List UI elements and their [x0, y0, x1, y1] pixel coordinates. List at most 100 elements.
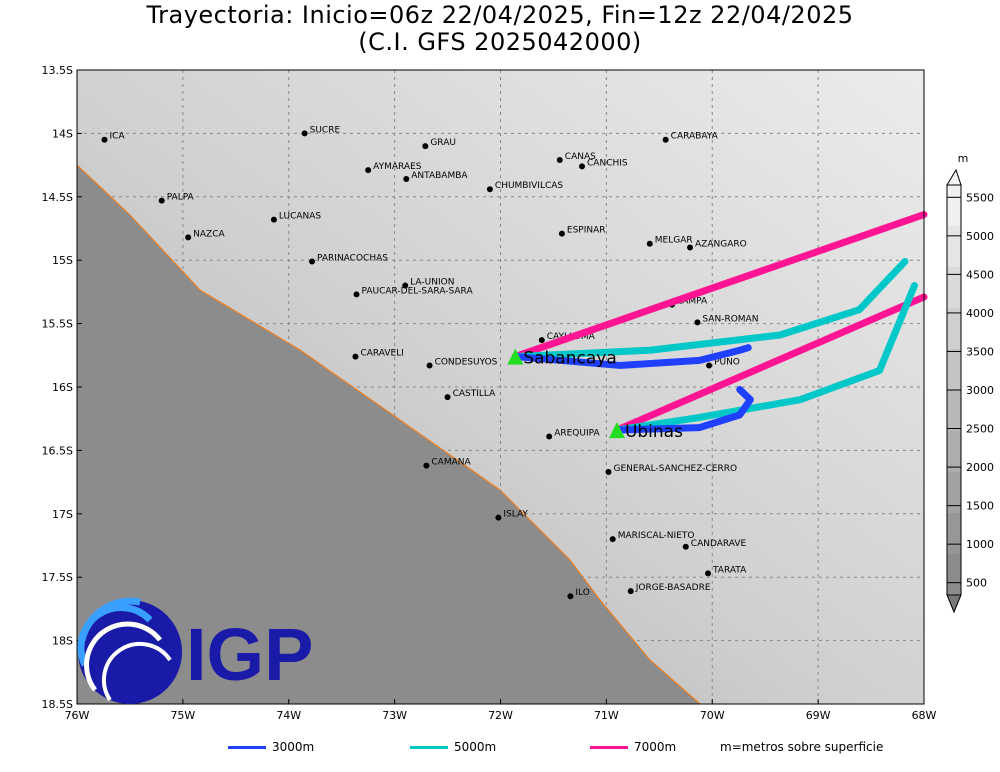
- city-label: MARISCAL-NIETO: [618, 531, 695, 541]
- city-dot-icon: [486, 186, 493, 193]
- city-dot-icon: [662, 136, 669, 143]
- x-tick-label: 73W: [382, 709, 407, 722]
- y-tick-label: 18S: [52, 635, 73, 648]
- y-tick-label: 15.5S: [42, 318, 73, 331]
- colorbar-label: 3500: [966, 345, 994, 358]
- y-tick-label: 14S: [52, 127, 73, 140]
- city-dot-icon: [185, 234, 192, 241]
- city-marker: ESPINAR: [558, 226, 606, 237]
- city-dot-icon: [538, 337, 545, 344]
- city-marker: CANCHIS: [579, 158, 628, 170]
- city-dot-icon: [495, 514, 502, 521]
- city-dot-icon: [353, 291, 360, 298]
- colorbar-unit: m: [958, 152, 969, 165]
- city-dot-icon: [101, 136, 108, 143]
- volcano-label: Sabancaya: [523, 349, 616, 369]
- y-tick-label: 13.5S: [42, 64, 73, 77]
- city-label: PAUCAR-DEL-SARA-SARA: [362, 286, 474, 296]
- y-tick-label: 16.5S: [42, 444, 73, 457]
- legend-item-3000m: 3000m: [228, 740, 314, 754]
- colorbar-label: 1500: [966, 500, 994, 513]
- y-tick-label: 18.5S: [42, 698, 73, 711]
- trajectory-sabancaya-5000m: [511, 257, 909, 361]
- city-marker: LUCANAS: [270, 212, 321, 223]
- city-marker: ILO: [567, 588, 590, 600]
- city-marker: SAN-ROMAN: [694, 314, 758, 326]
- legend: 3000m 5000m 7000m m=metros sobre superfi…: [0, 740, 1000, 760]
- trajectory-ubinas-3000m: [613, 386, 754, 434]
- city-label: LA-UNION: [410, 278, 454, 288]
- city-dot-icon: [556, 157, 563, 164]
- x-tick-label: 71W: [594, 709, 619, 722]
- city-marker: ISLAY: [495, 510, 528, 521]
- colorbar-band: [947, 308, 961, 349]
- city-marker: ICA: [101, 132, 125, 143]
- city-dot-icon: [365, 167, 372, 174]
- colorbar-label: 3000: [966, 384, 994, 397]
- legend-swatch: [410, 745, 448, 749]
- city-dot-icon: [444, 394, 451, 401]
- colorbar-label: 5000: [966, 230, 994, 243]
- city-dot-icon: [694, 319, 701, 326]
- coastline: [76, 164, 701, 705]
- city-dot-icon: [567, 593, 574, 600]
- city-label: SUCRE: [310, 125, 341, 135]
- city-label: ANTABAMBA: [411, 171, 468, 181]
- city-marker: JORGE-BASADRE: [627, 583, 711, 595]
- colorbar-label: 2000: [966, 461, 994, 474]
- city-marker: AYMARAES: [365, 162, 422, 174]
- colorbar-band: [947, 185, 961, 226]
- city-label: ILO: [575, 588, 589, 598]
- city-label: CANAS: [565, 152, 596, 162]
- city-label: ESPINAR: [567, 226, 606, 236]
- colorbar-label: 2500: [966, 423, 994, 436]
- city-label: ISLAY: [503, 510, 528, 520]
- city-label: MELGAR: [655, 236, 693, 246]
- x-tick-label: 68W: [912, 709, 937, 722]
- city-marker: PUNO: [706, 357, 740, 369]
- x-tick-label: 76W: [65, 709, 90, 722]
- legend-label: 7000m: [634, 740, 677, 754]
- city-label: CAMANA: [431, 458, 471, 468]
- city-label: AYMARAES: [373, 162, 422, 172]
- colorbar-label: 5500: [966, 191, 994, 204]
- city-label: GENERAL-SANCHEZ-CERRO: [613, 464, 737, 474]
- city-dot-icon: [682, 543, 689, 550]
- city-dot-icon: [426, 362, 433, 369]
- y-tick-label: 17.5S: [42, 571, 73, 584]
- colorbar-band: [947, 226, 961, 267]
- city-marker: SUCRE: [301, 125, 341, 137]
- city-marker: AREQUIPA: [546, 428, 600, 440]
- colorbar-label: 500: [966, 577, 987, 590]
- city-marker: CONDESUYOS: [426, 357, 498, 369]
- city-label: NAZCA: [193, 229, 225, 239]
- city-dot-icon: [402, 282, 409, 289]
- colorbar-band: [947, 513, 961, 554]
- volcano-sabancaya: Sabancaya: [507, 348, 617, 369]
- legend-swatch: [228, 745, 266, 749]
- city-label: PALPA: [167, 193, 195, 203]
- city-dot-icon: [352, 353, 359, 360]
- city-label: SAN-ROMAN: [702, 314, 758, 324]
- city-marker: GENERAL-SANCHEZ-CERRO: [605, 464, 737, 475]
- city-label: CARABAYA: [671, 132, 719, 142]
- city-dot-icon: [546, 433, 553, 440]
- city-dot-icon: [705, 570, 712, 577]
- city-marker: MELGAR: [646, 236, 693, 247]
- city-marker: PAUCAR-DEL-SARA-SARA: [353, 286, 474, 298]
- y-tick-label: 14.5S: [42, 191, 73, 204]
- city-label: TARATA: [712, 565, 747, 575]
- city-dot-icon: [605, 468, 612, 475]
- legend-item-7000m: 7000m: [590, 740, 676, 754]
- ocean: [77, 165, 700, 704]
- y-tick-label: 15S: [52, 254, 73, 267]
- city-label: CARAVELI: [360, 349, 403, 359]
- colorbar-label: 4000: [966, 307, 994, 320]
- city-dot-icon: [423, 462, 430, 469]
- city-dot-icon: [609, 536, 616, 543]
- city-dot-icon: [270, 216, 277, 223]
- city-label: PUNO: [714, 357, 740, 367]
- city-marker: CANDARAVE: [682, 539, 747, 550]
- igp-logo: IGP: [77, 597, 313, 704]
